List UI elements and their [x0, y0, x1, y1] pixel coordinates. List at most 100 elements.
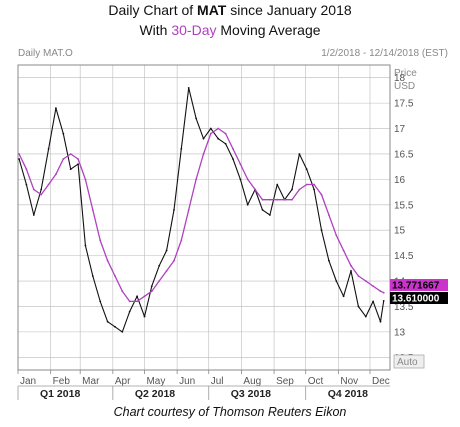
ma-point — [47, 183, 50, 186]
price-point — [40, 188, 43, 191]
ma-point — [165, 270, 168, 272]
ma-point — [158, 280, 161, 282]
ma-point — [195, 178, 198, 181]
price-point — [305, 168, 308, 171]
y-tick-label: 13 — [394, 327, 406, 338]
price-value-tag-bg — [390, 292, 448, 304]
ma-point — [150, 290, 153, 293]
price-point — [261, 209, 264, 211]
price-point — [136, 295, 139, 298]
price-point — [62, 132, 65, 135]
x-tick-label: Aug — [243, 376, 261, 387]
price-point — [106, 320, 109, 323]
ma-point — [91, 209, 94, 211]
auto-scale-button[interactable] — [393, 354, 425, 369]
x-tick-label: Mar — [82, 376, 100, 387]
title-ticker: MAT — [197, 2, 227, 18]
ma-point — [62, 158, 65, 160]
ma-point — [40, 193, 43, 196]
ma-point — [305, 183, 308, 186]
ma-point — [187, 209, 190, 211]
ma-point — [173, 259, 175, 262]
ma-point — [357, 275, 360, 277]
x-tick-label: Apr — [115, 376, 131, 387]
price-point — [342, 295, 345, 298]
ma-point — [232, 148, 234, 150]
ma-point — [246, 178, 249, 181]
subtitle-ma: 30-Day — [171, 22, 217, 38]
price-point — [269, 214, 271, 216]
price-point — [158, 264, 161, 267]
price-point — [313, 188, 315, 191]
x-tick-label: Nov — [340, 376, 358, 387]
price-label: Price — [394, 68, 417, 79]
ma-point — [114, 275, 116, 277]
ma-point — [136, 300, 139, 303]
ma-point — [372, 285, 374, 287]
price-point — [239, 178, 242, 181]
price-point — [379, 320, 382, 323]
ma-point — [283, 198, 286, 201]
ma-point — [202, 153, 205, 155]
price-point — [372, 300, 374, 303]
price-point — [180, 148, 183, 150]
ma-point — [69, 153, 72, 155]
y-tick-label: 17 — [394, 124, 406, 135]
x-tick-label: Dec — [372, 376, 390, 387]
ma-point — [180, 239, 183, 242]
ma-point — [276, 198, 279, 201]
ma-point — [261, 198, 264, 201]
price-point — [32, 214, 35, 216]
chart-header-left: Daily MAT.O — [18, 48, 73, 59]
chart-header-right: 1/2/2018 - 12/14/2018 (EST) — [321, 48, 448, 59]
ma-point — [291, 198, 293, 201]
price-point — [224, 142, 227, 145]
ma-point — [382, 291, 385, 294]
ma-point — [217, 127, 220, 130]
ma-point — [106, 259, 109, 262]
plot-frame — [17, 64, 391, 371]
ma-point — [328, 214, 330, 216]
y-tick-label: 13.5 — [394, 302, 414, 313]
x-axis-ticks: Jan Feb Mar Apr May Jun Jul Aug Sep Oct Nov Dec — [17, 370, 390, 387]
price-point — [364, 315, 367, 318]
ma-point — [269, 198, 271, 201]
ma-point — [224, 132, 227, 135]
subtitle-prefix: With — [139, 22, 172, 38]
y-tick-label: 18 — [394, 73, 406, 84]
y-tick-label: 16 — [394, 175, 406, 186]
price-point — [99, 300, 102, 303]
ma-value-tag-bg — [390, 279, 448, 291]
price-point — [114, 325, 116, 328]
price-point — [143, 315, 146, 318]
price-point — [55, 107, 57, 110]
title-suffix: since January 2018 — [226, 2, 352, 18]
y-tick-label: 17.5 — [394, 99, 414, 110]
price-point — [165, 249, 168, 252]
title-prefix: Daily Chart of — [108, 2, 198, 18]
quarter-label: Q3 2018 — [231, 388, 271, 400]
price-point — [357, 305, 360, 308]
ma-point — [84, 178, 87, 181]
price-point — [84, 244, 87, 247]
price-point — [217, 137, 220, 140]
ma-point — [99, 239, 102, 242]
ma-point — [239, 163, 242, 166]
price-point — [195, 117, 198, 120]
price-point — [121, 331, 124, 333]
price-point — [18, 158, 20, 160]
series-lines — [18, 87, 385, 333]
x-tick-label: Feb — [53, 376, 71, 387]
ma-point — [77, 158, 79, 160]
price-point — [150, 285, 153, 287]
ma-point — [55, 173, 57, 176]
y-tick-label: 14.5 — [394, 251, 414, 262]
x-tick-label: Oct — [308, 376, 324, 387]
price-point — [298, 153, 301, 155]
y-tick-label: 15 — [394, 226, 406, 237]
ma-point — [342, 249, 345, 252]
ma-point — [298, 188, 301, 191]
ma-point — [335, 234, 338, 237]
x-tick-label: Jul — [211, 376, 224, 387]
